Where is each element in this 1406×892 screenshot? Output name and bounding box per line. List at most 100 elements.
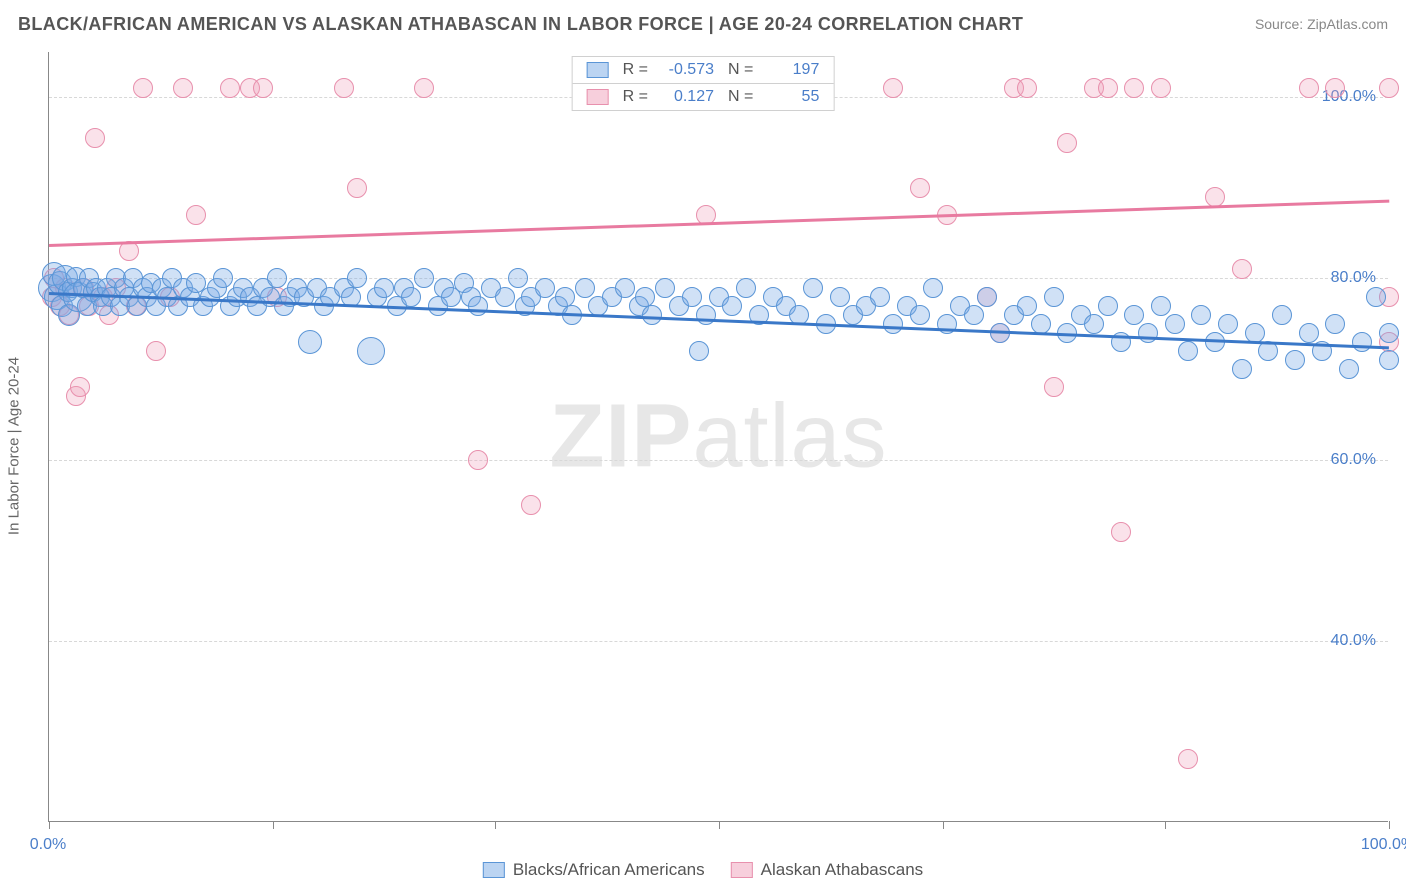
data-point [253, 78, 273, 98]
data-point [722, 296, 742, 316]
x-tick [719, 821, 720, 829]
data-point [870, 287, 890, 307]
r-value: -0.573 [662, 61, 714, 79]
data-point [1285, 350, 1305, 370]
plot-area: ZIPatlas 40.0%60.0%80.0%100.0% [48, 52, 1388, 822]
data-point [1379, 350, 1399, 370]
data-point [1124, 305, 1144, 325]
data-point [615, 278, 635, 298]
x-tick [1389, 821, 1390, 829]
data-point [1138, 323, 1158, 343]
data-point [923, 278, 943, 298]
y-tick-label: 80.0% [1331, 269, 1376, 287]
data-point [1151, 296, 1171, 316]
data-point [655, 278, 675, 298]
data-point [1057, 133, 1077, 153]
x-tick [1165, 821, 1166, 829]
data-point [267, 268, 287, 288]
chart-title: BLACK/AFRICAN AMERICAN VS ALASKAN ATHABA… [18, 14, 1023, 35]
data-point [696, 305, 716, 325]
chart-container: BLACK/AFRICAN AMERICAN VS ALASKAN ATHABA… [0, 0, 1406, 892]
x-tick [943, 821, 944, 829]
blue-swatch-icon [587, 62, 609, 78]
data-point [535, 278, 555, 298]
data-point [682, 287, 702, 307]
data-point [1218, 314, 1238, 334]
data-point [1084, 314, 1104, 334]
data-point [1379, 323, 1399, 343]
pink-swatch-icon [587, 89, 609, 105]
data-point [1339, 359, 1359, 379]
data-point [347, 178, 367, 198]
legend-label: Blacks/African Americans [513, 860, 705, 880]
y-tick-label: 60.0% [1331, 451, 1376, 469]
data-point [186, 205, 206, 225]
data-point [133, 78, 153, 98]
data-point [1352, 332, 1372, 352]
data-point [910, 305, 930, 325]
data-point [1151, 78, 1171, 98]
data-point [883, 314, 903, 334]
data-point [521, 495, 541, 515]
data-point [173, 78, 193, 98]
data-point [298, 330, 322, 354]
data-point [1232, 359, 1252, 379]
data-point [401, 287, 421, 307]
data-point [1325, 78, 1345, 98]
data-point [1299, 323, 1319, 343]
data-point [213, 268, 233, 288]
gridline [49, 460, 1388, 461]
trend-line [49, 200, 1389, 247]
y-tick-label: 40.0% [1331, 632, 1376, 650]
watermark-bold: ZIP [549, 386, 692, 486]
r-label: R = [623, 61, 648, 79]
data-point [1098, 78, 1118, 98]
stats-legend-row: R = 0.127 N = 55 [573, 83, 834, 110]
data-point [1299, 78, 1319, 98]
n-value: 55 [767, 88, 819, 106]
pink-swatch-icon [731, 862, 753, 878]
x-tick [49, 821, 50, 829]
legend-label: Alaskan Athabascans [761, 860, 924, 880]
data-point [374, 278, 394, 298]
watermark: ZIPatlas [549, 385, 887, 488]
series-legend: Blacks/African Americans Alaskan Athabas… [483, 860, 923, 880]
data-point [347, 268, 367, 288]
data-point [70, 377, 90, 397]
legend-item: Alaskan Athabascans [731, 860, 924, 880]
data-point [468, 296, 488, 316]
n-label: N = [728, 88, 753, 106]
x-tick-label: 0.0% [30, 836, 66, 854]
data-point [1325, 314, 1345, 334]
data-point [1272, 305, 1292, 325]
stats-legend-row: R = -0.573 N = 197 [573, 57, 834, 83]
data-point [910, 178, 930, 198]
data-point [468, 450, 488, 470]
data-point [1031, 314, 1051, 334]
data-point [1017, 78, 1037, 98]
data-point [1165, 314, 1185, 334]
data-point [642, 305, 662, 325]
data-point [736, 278, 756, 298]
data-point [85, 128, 105, 148]
data-point [495, 287, 515, 307]
r-value: 0.127 [662, 88, 714, 106]
data-point [1379, 78, 1399, 98]
n-label: N = [728, 61, 753, 79]
data-point [977, 287, 997, 307]
data-point [1044, 287, 1064, 307]
data-point [1044, 377, 1064, 397]
source-attribution: Source: ZipAtlas.com [1255, 16, 1388, 32]
data-point [1366, 287, 1386, 307]
x-tick-label: 100.0% [1361, 836, 1406, 854]
data-point [1205, 187, 1225, 207]
blue-swatch-icon [483, 862, 505, 878]
r-label: R = [623, 88, 648, 106]
n-value: 197 [767, 61, 819, 79]
x-tick [495, 821, 496, 829]
watermark-rest: atlas [692, 386, 887, 486]
data-point [1232, 259, 1252, 279]
data-point [119, 241, 139, 261]
data-point [334, 78, 354, 98]
data-point [220, 78, 240, 98]
